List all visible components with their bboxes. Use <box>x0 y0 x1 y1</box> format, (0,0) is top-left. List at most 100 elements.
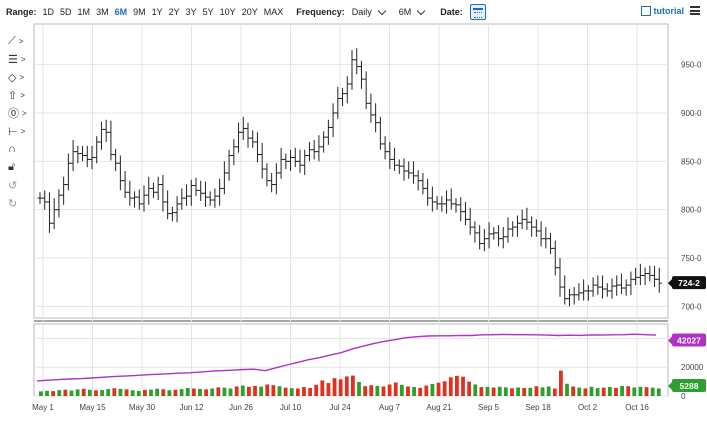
fib-tool[interactable]: ☰ > <box>8 50 34 68</box>
volume-bar <box>283 387 288 396</box>
x-tick-label: Sep 18 <box>525 403 551 412</box>
volume-bar <box>497 386 502 396</box>
x-tick-label: Jul 10 <box>280 403 302 412</box>
volume-bar <box>644 387 649 396</box>
range-button-1m[interactable]: 1M <box>77 7 91 17</box>
volume-bar <box>234 386 239 396</box>
redo-tool[interactable]: ↻ <box>8 194 34 212</box>
volume-bar <box>442 381 447 396</box>
price-tick-label: 700-0 <box>681 302 702 311</box>
range-button-max[interactable]: MAX <box>263 7 284 17</box>
range-button-3y[interactable]: 3Y <box>185 7 197 17</box>
volume-bar <box>351 375 355 396</box>
volume-bar <box>173 389 178 396</box>
volume-label-bg <box>672 379 706 392</box>
volume-bar <box>528 387 533 396</box>
undo-icon: ↺ <box>8 179 18 192</box>
volume-bar <box>100 390 104 396</box>
arrow-tool-icon: ⇧ <box>8 89 18 102</box>
volume-bar <box>198 388 202 396</box>
volume-bar <box>510 388 514 396</box>
volume-bar <box>63 389 68 396</box>
volume-bar <box>381 386 386 396</box>
magnet-tool[interactable]: ∩ <box>8 140 34 158</box>
x-tick-label: Jun 12 <box>179 403 204 412</box>
volume-bar <box>314 384 319 396</box>
measure-tool[interactable]: ⊢ > <box>8 122 34 140</box>
frequency-label: Frequency: <box>296 7 345 17</box>
volume-bar <box>161 389 166 396</box>
shape-tool-icon: ◇ <box>8 71 17 84</box>
volume-bar <box>387 384 392 396</box>
chevron-right-icon: > <box>20 90 25 100</box>
volume-bar <box>149 389 153 396</box>
tutorial-link[interactable]: tutorial <box>640 6 685 16</box>
tutorial-icon <box>640 6 651 16</box>
period-dropdown[interactable]: 6M <box>399 6 426 17</box>
volume-bar <box>522 387 527 396</box>
volume-bar <box>247 386 251 396</box>
price-tick-label: 800-0 <box>681 206 702 215</box>
range-button-3m[interactable]: 3M <box>96 7 109 17</box>
chevron-right-icon: > <box>18 36 24 46</box>
volume-bar <box>179 389 184 396</box>
tutorial-label: tutorial <box>653 6 685 16</box>
range-button-9m[interactable]: 9M <box>133 7 146 17</box>
volume-bar <box>204 389 208 396</box>
volume-bar <box>94 390 98 396</box>
hamburger-menu-icon[interactable] <box>690 6 700 15</box>
price-tick-label: 750-0 <box>681 254 702 263</box>
text-tool[interactable]: ⓪ > <box>8 104 34 122</box>
volume-bar <box>143 389 147 396</box>
frequency-dropdown[interactable]: Daily <box>352 6 386 17</box>
volume-bar <box>399 384 404 396</box>
x-tick-label: Sep 5 <box>478 403 499 412</box>
volume-bar <box>191 388 196 396</box>
x-tick-label: Jun 26 <box>229 403 254 412</box>
open-interest-line <box>36 333 657 382</box>
x-tick-label: May 1 <box>32 403 54 412</box>
volume-bar <box>473 384 478 396</box>
arrow-tool[interactable]: ⇧ > <box>8 86 34 104</box>
shape-tool[interactable]: ◇ > <box>8 68 34 86</box>
range-button-group: 1D 5D 1M 3M 6M 9M 1Y 2Y 3Y 5Y 10Y 20Y MAX <box>40 7 287 17</box>
lock-icon: 🔓︎ <box>8 160 16 173</box>
volume-bar <box>571 386 576 396</box>
last-price-label: 724-2 <box>678 278 700 288</box>
volume-bar <box>277 386 282 396</box>
volume-bar <box>650 387 655 396</box>
volume-bar <box>430 383 435 396</box>
x-tick-label: Aug 7 <box>379 403 400 412</box>
chevron-right-icon: > <box>19 72 25 82</box>
range-button-1d[interactable]: 1D <box>42 7 55 17</box>
volume-bar <box>516 387 520 396</box>
line-tool[interactable]: ⟋ > <box>8 32 34 50</box>
undo-tool[interactable]: ↺ <box>8 176 34 194</box>
volume-bar <box>601 387 606 396</box>
volume-bar <box>185 387 190 396</box>
magnet-icon: ∩ <box>8 143 16 155</box>
volume-bar <box>607 386 612 396</box>
chevron-right-icon: > <box>22 108 27 118</box>
calendar-icon[interactable] <box>469 4 486 20</box>
text-tool-icon: ⓪ <box>8 108 19 120</box>
volume-bar <box>412 387 416 396</box>
volume-bar <box>259 386 264 396</box>
redo-icon: ↻ <box>8 197 18 210</box>
range-button-1y[interactable]: 1Y <box>151 7 163 17</box>
range-button-10y[interactable]: 10Y <box>219 7 236 17</box>
range-button-6m[interactable]: 6M <box>114 7 128 17</box>
range-button-5y[interactable]: 5Y <box>202 7 214 17</box>
drawing-toolbar: ⟋ > ☰ > ◇ > ⇧ > ⓪ > ⊢ > ∩ 🔓︎ ↺ ↻ <box>8 32 34 212</box>
range-button-2y[interactable]: 2Y <box>168 7 180 17</box>
x-tick-label: Oct 2 <box>578 403 598 412</box>
volume-bar <box>614 387 618 396</box>
line-tool-icon: ⟋ <box>8 34 16 47</box>
range-button-5d[interactable]: 5D <box>60 7 72 17</box>
volume-bar <box>393 382 398 396</box>
range-button-20y[interactable]: 20Y <box>241 7 258 17</box>
volume-bar <box>228 388 233 396</box>
price-panel-frame <box>33 23 669 319</box>
lock-tool[interactable]: 🔓︎ <box>8 158 34 176</box>
